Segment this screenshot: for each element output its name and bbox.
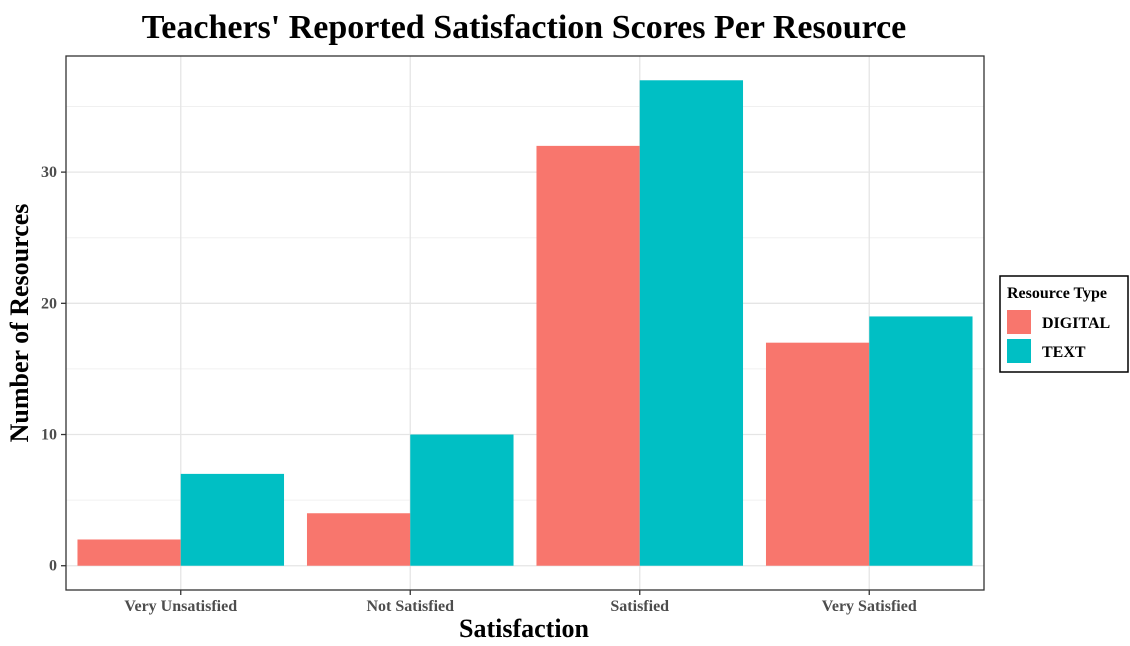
x-tick-label: Not Satisfied [366, 598, 454, 615]
bar-digital-not-satisfied [306, 513, 411, 566]
bar-digital-very-satisfied [765, 342, 870, 566]
bar-digital-satisfied [536, 145, 640, 566]
axes: 0 10 20 30 Very Unsatisfied Not Satisfied Sati… [41, 164, 917, 615]
y-tick-label: 10 [41, 427, 57, 444]
y-tick-label: 30 [41, 164, 57, 181]
chart-title: Teachers' Reported Satisfaction Scores P… [142, 9, 907, 46]
legend: Resource Type DIGITAL TEXT [999, 275, 1129, 373]
bar-text-not-satisfied [410, 434, 514, 566]
bar-text-satisfied [639, 80, 744, 566]
plot-border [65, 55, 985, 591]
x-tick-label: Satisfied [610, 598, 669, 615]
y-axis-title: Number of Resources [5, 204, 34, 443]
legend-swatch-digital [1007, 310, 1031, 334]
y-tick-label: 0 [49, 558, 57, 575]
bar-text-very-unsatisfied [180, 473, 285, 566]
x-tick-label: Very Satisfied [822, 598, 917, 615]
bar-digital-very-unsatisfied [77, 539, 181, 566]
y-tick-label: 20 [41, 295, 57, 312]
legend-title: Resource Type [1007, 285, 1107, 302]
x-tick-label: Very Unsatisfied [124, 598, 237, 615]
bar-text-very-satisfied [869, 316, 973, 566]
legend-label-digital: DIGITAL [1042, 315, 1110, 332]
bars [77, 80, 973, 566]
legend-swatch-text [1007, 339, 1031, 363]
legend-label-text: TEXT [1042, 344, 1086, 361]
x-axis-title: Satisfaction [459, 614, 590, 641]
